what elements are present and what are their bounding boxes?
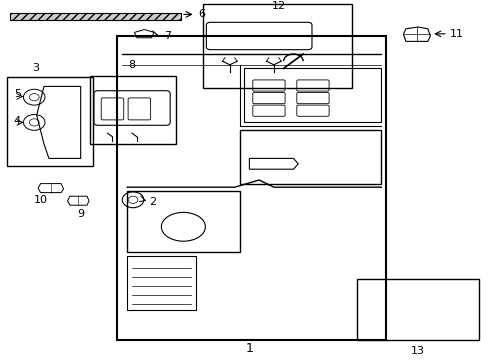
Text: 6: 6	[198, 9, 204, 19]
Polygon shape	[356, 279, 478, 340]
Text: 10: 10	[34, 195, 47, 205]
Text: 9: 9	[77, 209, 84, 219]
Circle shape	[380, 297, 386, 301]
Text: 2: 2	[149, 197, 156, 207]
Text: 7: 7	[163, 31, 171, 41]
Text: 13: 13	[410, 346, 424, 356]
Text: 4: 4	[14, 116, 21, 126]
Circle shape	[380, 325, 386, 330]
Circle shape	[427, 297, 432, 301]
Circle shape	[427, 325, 432, 330]
Text: 5: 5	[14, 89, 20, 99]
Text: 1: 1	[245, 342, 253, 355]
Text: 8: 8	[128, 60, 135, 70]
Text: 11: 11	[449, 29, 463, 39]
Circle shape	[427, 311, 432, 315]
Text: 3: 3	[32, 63, 39, 73]
Circle shape	[380, 311, 386, 315]
Polygon shape	[10, 13, 181, 20]
Text: 12: 12	[271, 1, 285, 11]
